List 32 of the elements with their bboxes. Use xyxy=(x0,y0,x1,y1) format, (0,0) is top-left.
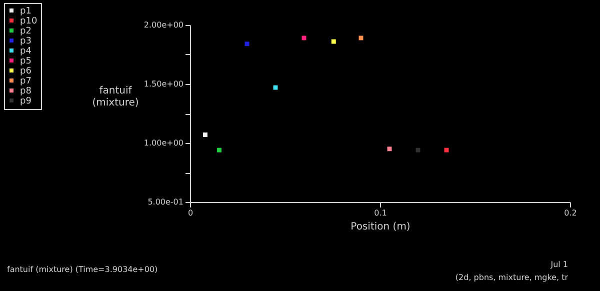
legend-label: p1 xyxy=(20,6,32,16)
point xyxy=(358,36,364,40)
x-tick-label: 0.2 xyxy=(564,208,577,218)
point xyxy=(217,148,222,152)
point xyxy=(387,146,392,152)
x-tick-label: 0 xyxy=(188,208,194,218)
y-axis-title: fantuif (mixture) xyxy=(92,86,139,108)
legend-label: p10 xyxy=(20,16,38,26)
y-tick-label: 1.50e+00 xyxy=(144,80,184,88)
text: Jul 1 xyxy=(550,260,568,269)
legend-label: p4 xyxy=(20,46,32,56)
text: (2d, pbns, mixture, mgke, tr xyxy=(455,273,569,282)
point xyxy=(302,36,306,40)
legend-label: p6 xyxy=(20,66,32,76)
point xyxy=(273,85,278,90)
legend-label: p5 xyxy=(20,56,32,66)
legend-label: p8 xyxy=(20,86,32,96)
point xyxy=(202,132,208,137)
text: fantuif (mixture) (Time=3.9034e+00) xyxy=(7,265,158,274)
legend-label: p7 xyxy=(20,76,32,86)
x-axis-title: Position (m) xyxy=(350,222,410,232)
x-tick-label: 0.1 xyxy=(374,208,387,218)
point xyxy=(331,39,336,44)
point xyxy=(416,148,420,152)
point xyxy=(244,42,250,46)
y-tick-label: 1.00e+00 xyxy=(144,138,184,148)
y-tick-label: 2.00e+00 xyxy=(144,20,184,30)
y-tick-label: 5.00e-01 xyxy=(148,198,184,206)
legend-label: p9 xyxy=(20,96,32,106)
point xyxy=(444,148,449,152)
legend-label: p3 xyxy=(20,36,32,46)
legend-label: p2 xyxy=(20,26,32,36)
